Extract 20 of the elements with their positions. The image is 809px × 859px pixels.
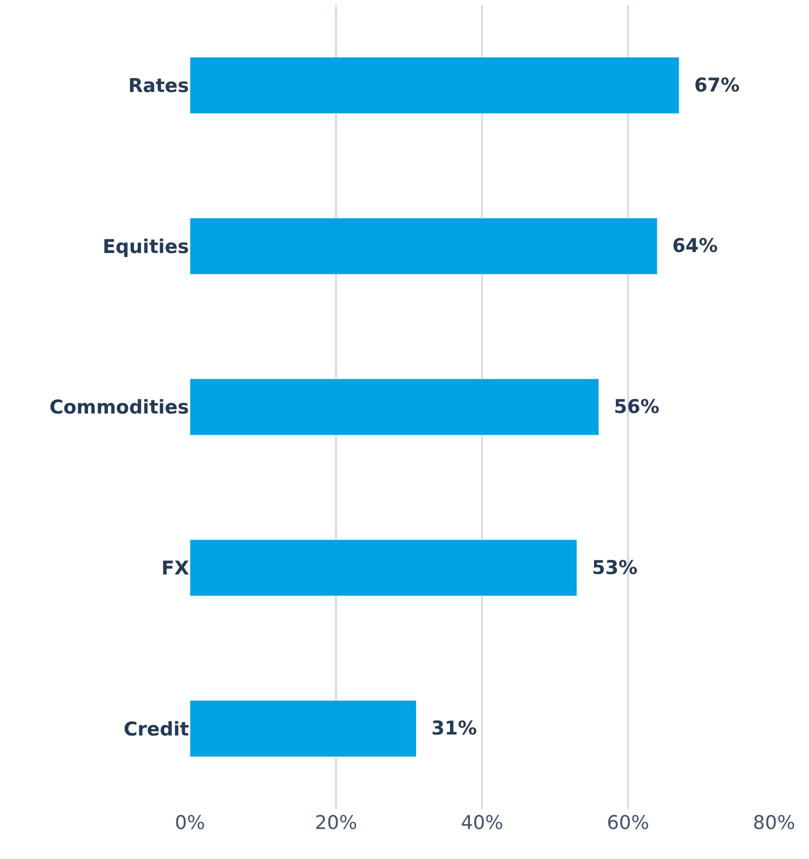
y-tick-label: Commodities — [49, 396, 189, 419]
bar — [190, 57, 680, 114]
data-label: 56% — [614, 396, 660, 418]
x-tick-label: 40% — [460, 812, 504, 834]
bar — [190, 378, 600, 436]
y-tick-label: Credit — [124, 718, 189, 740]
x-tick-label: 80% — [752, 812, 796, 834]
data-label: 53% — [592, 556, 638, 579]
y-tick-label: Equities — [102, 236, 189, 258]
x-tick-label: 0% — [174, 812, 206, 834]
bar — [190, 218, 658, 275]
x-tick-label: 20% — [314, 812, 358, 834]
x-tick-label: 60% — [606, 812, 650, 834]
data-label: 64% — [672, 235, 718, 258]
y-tick-label: Rates — [128, 75, 189, 98]
data-label: 67% — [694, 74, 740, 96]
bar — [190, 539, 578, 596]
y-tick-label: FX — [161, 557, 190, 580]
bar — [190, 700, 417, 757]
data-label: 31% — [431, 718, 477, 740]
